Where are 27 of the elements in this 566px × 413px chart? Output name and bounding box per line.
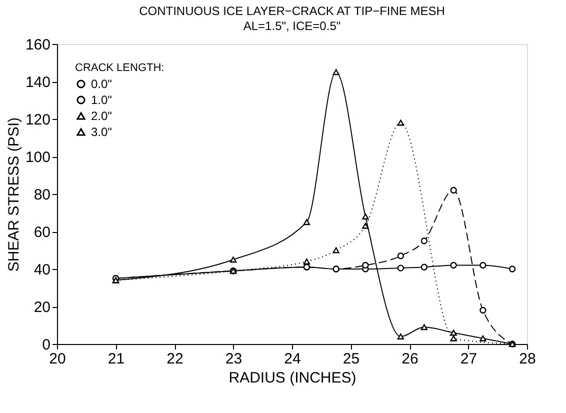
x-tick-label: 26: [402, 350, 418, 368]
chart-title: CONTINUOUS ICE LAYER−CRACK AT TIP−FINE MESH: [139, 4, 445, 18]
y-tick-label: 40: [34, 262, 50, 278]
y-tick-label: 120: [25, 112, 50, 128]
y-tick-label: 60: [34, 224, 50, 241]
y-tick-label: 20: [34, 299, 50, 316]
chart-subtitle: AL=1.5", ICE=0.5": [243, 19, 341, 33]
y-tick-label: 160: [25, 36, 50, 54]
x-tick-label: 21: [108, 350, 125, 368]
x-tick-label: 20: [49, 350, 66, 368]
x-tick-label: 27: [460, 350, 478, 368]
y-tick-label: 80: [34, 186, 50, 204]
legend-label: 1.0": [91, 93, 112, 107]
legend-label: 3.0": [91, 125, 112, 139]
x-tick-label: 23: [225, 350, 242, 368]
legend-title: CRACK LENGTH:: [75, 62, 164, 74]
x-axis-title: RADIUS (INCHES): [228, 370, 356, 386]
y-tick-label: 100: [25, 149, 50, 166]
x-tick-label: 22: [166, 350, 184, 368]
legend-label: 2.0": [91, 109, 112, 123]
y-tick-label: 0: [42, 336, 50, 354]
x-tick-label: 25: [342, 350, 360, 368]
x-tick-label: 28: [519, 350, 536, 368]
y-tick-label: 140: [25, 74, 50, 91]
y-axis-title: SHEAR STRESS (PSI): [5, 117, 22, 272]
legend-label: 0.0": [91, 77, 112, 91]
x-tick-label: 24: [284, 350, 301, 368]
